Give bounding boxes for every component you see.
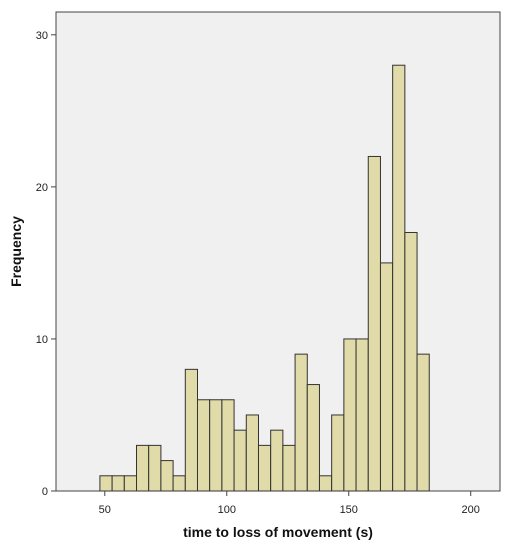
histogram-bar (404, 231, 418, 492)
histogram-bar (257, 444, 272, 492)
histogram-bar (233, 429, 247, 492)
y-tick-label: 10 (36, 334, 48, 346)
x-tick-label: 200 (462, 504, 480, 516)
x-tick-label: 50 (99, 504, 111, 516)
histogram-bar (111, 475, 125, 492)
histogram-bar (99, 475, 113, 492)
histogram-bar (245, 414, 259, 492)
histogram-bar (184, 368, 199, 492)
histogram-bar (367, 155, 381, 492)
histogram-bar (270, 429, 284, 492)
histogram-bar (221, 399, 235, 492)
histogram-bar (172, 475, 186, 492)
x-axis-title: time to loss of movement (s) (183, 524, 373, 540)
histogram-bar (318, 475, 333, 492)
bars-group (99, 64, 430, 492)
histogram-bar (136, 444, 150, 492)
histogram-bar (355, 338, 369, 492)
y-axis-title: Frequency (8, 216, 24, 287)
y-tick-label: 0 (42, 486, 48, 498)
histogram-bar (331, 414, 345, 492)
y-tick-label: 20 (36, 182, 48, 194)
histogram-bar (294, 353, 308, 492)
histogram-bar (416, 353, 430, 492)
histogram-bar (196, 399, 211, 492)
axes-group: 50 100 150 200 0 10 20 30 (36, 30, 480, 516)
histogram-bar (282, 444, 296, 492)
histogram-bar (343, 338, 357, 492)
histogram-bar (209, 399, 223, 492)
histogram-bar (379, 262, 394, 492)
histogram-bar (160, 460, 174, 492)
histogram-bar (148, 444, 162, 492)
plot-area (55, 11, 501, 492)
histogram-bar (392, 64, 406, 492)
x-tick-label: 150 (340, 504, 358, 516)
x-tick-label: 100 (218, 504, 236, 516)
histogram-bar (123, 475, 138, 492)
y-tick-label: 30 (36, 30, 48, 42)
histogram-bar (306, 384, 320, 492)
